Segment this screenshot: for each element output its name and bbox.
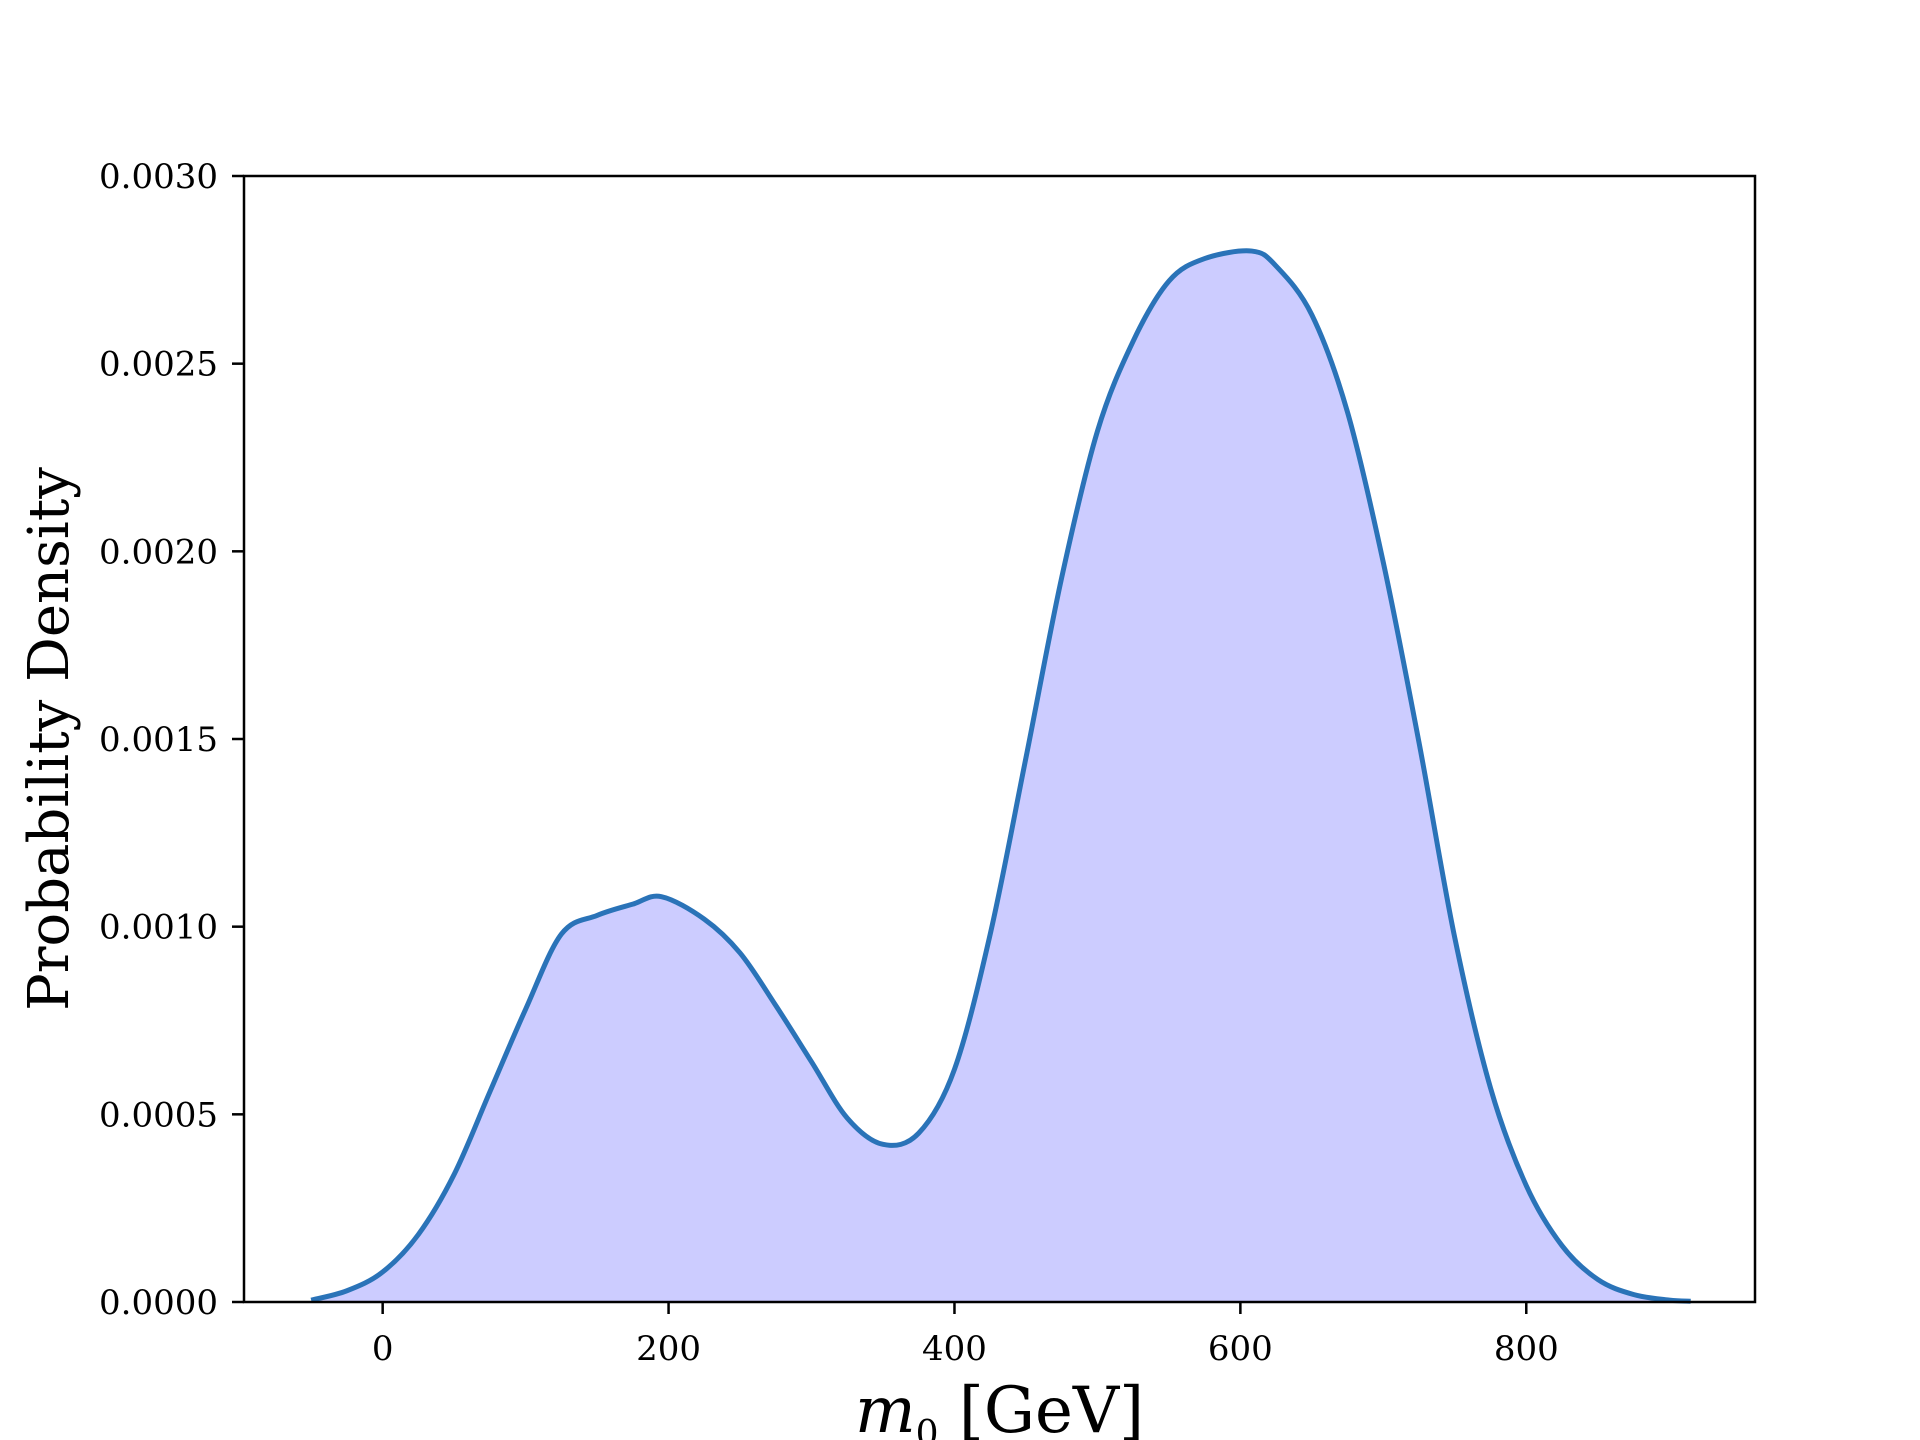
y-axis: 0.0000 0.0005 0.0010 0.0015 0.0020 0.0025 0.00… xyxy=(99,157,244,1323)
y-tick-label: 0.0030 xyxy=(99,157,218,197)
x-axis-label-var: m xyxy=(855,1374,916,1440)
y-tick-label: 0.0025 xyxy=(99,345,218,385)
x-tick-label: 600 xyxy=(1208,1329,1273,1369)
x-axis: 0 200 400 600 800 xyxy=(372,1302,1559,1369)
y-tick-label: 0.0005 xyxy=(99,1095,218,1135)
plot-area xyxy=(310,248,1691,1304)
y-tick-label: 0.0010 xyxy=(99,908,218,948)
y-tick-label: 0.0020 xyxy=(99,532,218,572)
x-tick-label: 200 xyxy=(636,1329,701,1369)
x-axis-label-sub: 0 xyxy=(916,1414,939,1440)
x-axis-label-unit: [GeV] xyxy=(939,1374,1145,1440)
density-fill xyxy=(311,250,1691,1302)
x-tick-label: 800 xyxy=(1494,1329,1559,1369)
x-axis-label: m0 [GeV] xyxy=(855,1374,1144,1440)
x-tick-label: 0 xyxy=(372,1329,394,1369)
y-axis-label: Probability Density xyxy=(17,467,82,1011)
y-tick-label: 0.0000 xyxy=(99,1283,218,1323)
density-line xyxy=(310,248,1691,1304)
x-tick-label: 400 xyxy=(922,1329,987,1369)
y-tick-label: 0.0015 xyxy=(99,720,218,760)
